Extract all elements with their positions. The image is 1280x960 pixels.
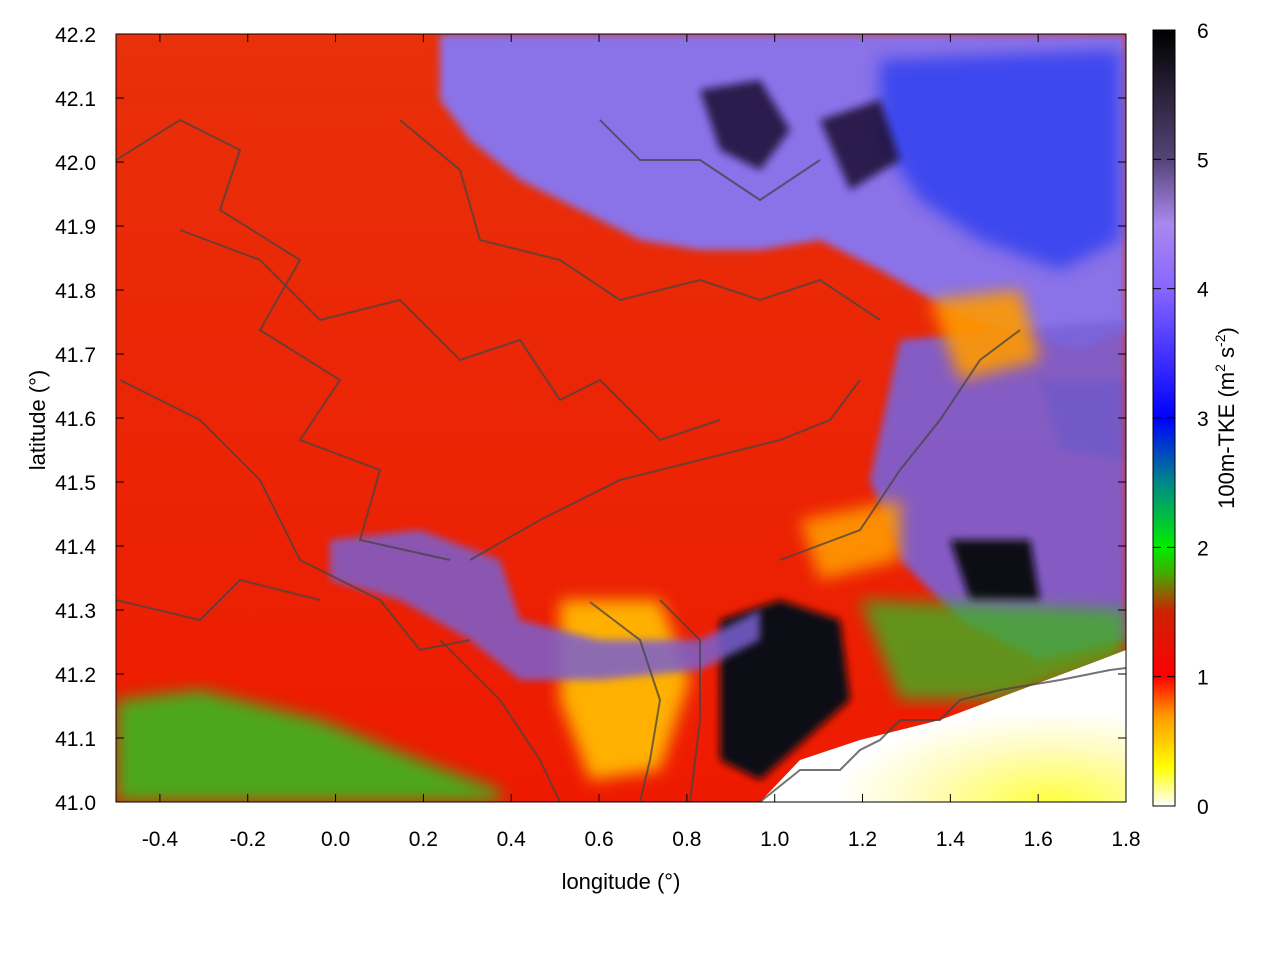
colorbar-label-end: ) bbox=[1214, 327, 1239, 334]
east-dark-core bbox=[720, 540, 1040, 780]
x-tick-label: 1.0 bbox=[760, 828, 789, 851]
y-axis-label: latitude (°) bbox=[25, 370, 50, 471]
colorbar-label-main: 100m-TKE (m bbox=[1214, 372, 1239, 509]
colorbar-label: 100m-TKE (m2 s-2) bbox=[1212, 327, 1239, 509]
y-tick-label: 42.2 bbox=[55, 24, 96, 47]
y-tick-label: 41.5 bbox=[55, 472, 96, 495]
northeast-blue-core bbox=[880, 50, 1120, 270]
colorbar-label-sup1: 2 bbox=[1212, 364, 1228, 372]
x-axis-label: longitude (°) bbox=[562, 869, 681, 894]
x-tick-label: 1.8 bbox=[1111, 828, 1140, 851]
colorbar-label-mid: s bbox=[1214, 347, 1239, 364]
heatmap-field bbox=[116, 34, 1126, 802]
y-tick-label: 42.0 bbox=[55, 152, 96, 175]
y-tick-label: 41.2 bbox=[55, 664, 96, 687]
y-tick-label: 41.4 bbox=[55, 536, 96, 559]
y-tick-label: 41.7 bbox=[55, 344, 96, 367]
x-tick-label: 1.2 bbox=[848, 828, 877, 851]
y-tick-label: 41.3 bbox=[55, 600, 96, 623]
southeast-coast-low-tke bbox=[760, 650, 1126, 802]
y-tick-label: 41.9 bbox=[55, 216, 96, 239]
central-purple-band bbox=[330, 530, 760, 680]
x-tick-label: 1.4 bbox=[936, 828, 966, 851]
colorbar-label-sup2: -2 bbox=[1212, 334, 1228, 347]
x-tick-label: -0.4 bbox=[142, 828, 179, 851]
x-tick-label: 0.4 bbox=[497, 828, 527, 851]
y-tick-label: 42.1 bbox=[55, 88, 96, 111]
colorbar-tick-label: 1 bbox=[1197, 667, 1209, 690]
x-tick-label: 1.6 bbox=[1024, 828, 1053, 851]
colorbar-tick-label: 5 bbox=[1197, 149, 1209, 172]
x-tick-label: 0.2 bbox=[409, 828, 438, 851]
east-green-band bbox=[860, 600, 1126, 700]
y-axis: 41.0 41.1 41.2 41.3 41.4 41.5 41.6 41.7 41.8 41.9… bbox=[55, 24, 1126, 815]
y-tick-label: 41.6 bbox=[55, 408, 96, 431]
x-axis: -0.4 -0.2 0.0 0.2 0.4 0.6 0.8 1.0 1.2 1.4 1.6 1.8 bbox=[142, 34, 1141, 851]
colorbar-tick-label: 3 bbox=[1197, 408, 1209, 431]
east-high-tke-region bbox=[870, 320, 1126, 660]
y-tick-label: 41.0 bbox=[55, 792, 96, 815]
x-tick-label: 0.6 bbox=[584, 828, 613, 851]
y-tick-label: 41.8 bbox=[55, 280, 96, 303]
x-tick-label: 0.8 bbox=[672, 828, 701, 851]
x-tick-label: 0.0 bbox=[321, 828, 350, 851]
colorbar-tick-label: 6 bbox=[1197, 20, 1209, 43]
colorbar-tick-label: 2 bbox=[1197, 537, 1209, 560]
east-orange-patch bbox=[800, 290, 1040, 580]
colorbar-ticks: 0 1 2 3 4 5 6 bbox=[1153, 20, 1209, 819]
southwest-green-band bbox=[116, 690, 500, 802]
y-tick-label: 41.1 bbox=[55, 728, 96, 751]
colorbar-tick-label: 0 bbox=[1197, 796, 1209, 819]
x-tick-label: -0.2 bbox=[230, 828, 266, 851]
terrain-contours bbox=[116, 118, 1126, 802]
colorbar-tick-label: 4 bbox=[1197, 279, 1209, 302]
